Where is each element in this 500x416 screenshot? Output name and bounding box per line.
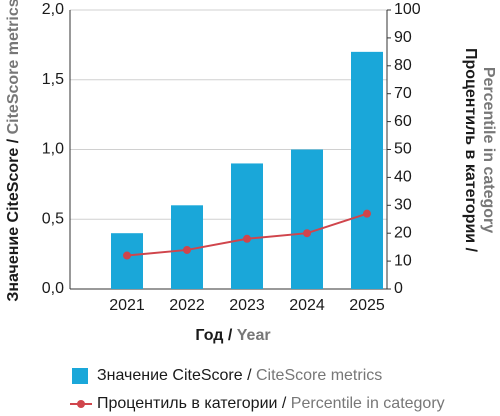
legend-label-en: Percentile in category [291,395,445,412]
y-axis-title: Значение CiteScore / CiteScore metrics [5,0,22,302]
y2-tick-label: 40 [394,169,412,186]
y2-tick-label: 10 [394,252,412,269]
bar [351,51,383,289]
line-point [363,209,371,218]
x-axis-title: Год / Year [195,327,270,344]
x-title-en: Year [237,327,271,344]
legend-label: Значение CiteScore / CiteScore metrics [97,367,382,384]
line-point [303,229,311,238]
line-point [123,251,131,260]
line-point [243,234,251,243]
bar [111,233,143,289]
y-tick-label: 1,5 [42,71,64,88]
y2-tick-label: 90 [394,29,412,46]
y2-tick-label: 60 [394,113,412,130]
legend-label-en: CiteScore metrics [256,367,382,384]
x-tick-label: 2025 [349,297,385,314]
x-title-ru: Год / [195,327,232,344]
y-title-en: CiteScore metrics [5,0,22,134]
y2-tick-label: 20 [394,224,412,241]
y2-tick-label: 0 [394,280,403,297]
x-tick-label: 2021 [109,297,145,314]
bar [291,149,323,289]
x-tick-label: 2024 [289,297,325,314]
y2-tick-label: 70 [394,85,412,102]
line-point [183,245,191,254]
y-title-ru: Значение CiteScore / [5,138,22,301]
y2-axis-title: Процентиль в категории / [462,48,479,253]
legend-swatch [72,368,88,384]
legend-label: Процентиль в категории / Percentile in c… [97,395,445,412]
legend-label-ru: Значение CiteScore / [97,367,252,384]
y-tick-label: 0,0 [42,280,64,297]
x-tick-label: 2022 [169,297,205,314]
y2-tick-label: 30 [394,197,412,214]
y-tick-label: 2,0 [42,1,64,18]
bar [231,163,263,289]
y2-tick-label: 50 [394,141,412,158]
y2-axis-title-en: Percentile in category [480,67,497,233]
y2-tick-label: 100 [394,1,421,18]
y-tick-label: 1,0 [42,141,64,158]
legend-label-ru: Процентиль в категории / [97,395,287,412]
y2-tick-label: 80 [394,57,412,74]
legend-swatch [77,400,85,408]
y-tick-label: 0,5 [42,210,64,227]
x-tick-label: 2023 [229,297,265,314]
